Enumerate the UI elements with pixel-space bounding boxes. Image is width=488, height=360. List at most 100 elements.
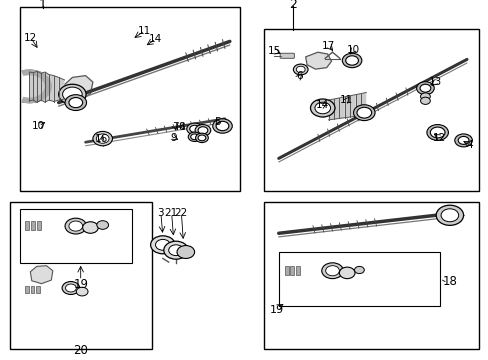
Text: 19: 19	[73, 278, 88, 291]
Circle shape	[353, 105, 374, 121]
Bar	[25, 286, 29, 293]
Bar	[31, 221, 35, 230]
Circle shape	[426, 125, 447, 140]
Circle shape	[69, 221, 82, 231]
Wedge shape	[22, 70, 51, 103]
Circle shape	[342, 53, 361, 68]
Circle shape	[188, 132, 201, 141]
Circle shape	[321, 263, 343, 279]
Text: 22: 22	[174, 208, 187, 218]
Text: 14: 14	[148, 34, 162, 44]
Circle shape	[76, 287, 88, 296]
Circle shape	[163, 241, 188, 259]
Bar	[31, 286, 34, 293]
Text: 16: 16	[95, 134, 108, 144]
Circle shape	[150, 236, 175, 254]
Polygon shape	[339, 97, 344, 118]
Bar	[264, 202, 478, 349]
Circle shape	[435, 205, 463, 225]
Circle shape	[186, 123, 202, 135]
Circle shape	[420, 97, 429, 104]
Circle shape	[190, 134, 198, 140]
Text: 11: 11	[137, 26, 151, 36]
Bar	[290, 266, 294, 275]
Text: 14: 14	[315, 100, 329, 110]
Polygon shape	[41, 72, 45, 102]
Circle shape	[97, 221, 108, 229]
Text: 12: 12	[23, 33, 37, 43]
Circle shape	[345, 56, 358, 65]
Text: 12: 12	[431, 132, 445, 143]
Circle shape	[168, 245, 183, 256]
Text: 7: 7	[171, 122, 178, 132]
Circle shape	[195, 125, 210, 136]
Polygon shape	[355, 94, 360, 116]
Bar	[37, 221, 41, 230]
Bar	[284, 266, 288, 275]
Circle shape	[429, 127, 444, 138]
Text: 13: 13	[427, 77, 441, 87]
Circle shape	[62, 87, 82, 102]
Circle shape	[419, 84, 430, 92]
Text: 21: 21	[164, 208, 178, 218]
Circle shape	[212, 119, 232, 133]
Polygon shape	[62, 76, 93, 100]
Circle shape	[354, 266, 364, 274]
Circle shape	[325, 266, 339, 276]
Bar	[20, 7, 239, 191]
Bar	[264, 29, 478, 191]
Bar	[20, 209, 132, 263]
Circle shape	[177, 246, 194, 258]
Circle shape	[454, 134, 471, 147]
Polygon shape	[328, 99, 333, 120]
Circle shape	[198, 127, 207, 134]
Circle shape	[93, 131, 112, 146]
Circle shape	[189, 125, 199, 132]
Text: 18: 18	[442, 275, 456, 288]
Polygon shape	[33, 71, 37, 102]
Polygon shape	[349, 95, 355, 117]
Bar	[25, 221, 29, 230]
Circle shape	[440, 209, 458, 222]
Bar	[296, 266, 300, 275]
Text: 1: 1	[39, 0, 47, 11]
Polygon shape	[30, 266, 53, 284]
Circle shape	[310, 99, 334, 117]
Bar	[36, 286, 40, 293]
Text: 17: 17	[321, 41, 335, 51]
Circle shape	[356, 107, 371, 118]
Circle shape	[293, 64, 307, 75]
Circle shape	[62, 282, 80, 294]
Text: 11: 11	[339, 95, 352, 105]
Circle shape	[65, 284, 76, 292]
Polygon shape	[49, 75, 54, 102]
Text: 20: 20	[73, 345, 88, 357]
Text: 10: 10	[346, 45, 359, 55]
Circle shape	[216, 121, 228, 131]
Polygon shape	[59, 77, 64, 100]
Text: 10: 10	[32, 121, 44, 131]
Text: 4: 4	[465, 140, 472, 150]
Circle shape	[416, 82, 433, 95]
FancyBboxPatch shape	[280, 53, 294, 58]
Text: 19: 19	[270, 305, 284, 315]
Circle shape	[82, 222, 98, 233]
Polygon shape	[37, 71, 41, 102]
Polygon shape	[305, 52, 331, 69]
Polygon shape	[344, 96, 349, 118]
Bar	[278, 252, 439, 306]
Circle shape	[195, 133, 208, 143]
Text: 15: 15	[267, 46, 281, 57]
Circle shape	[96, 134, 109, 143]
Circle shape	[65, 95, 86, 111]
Circle shape	[420, 93, 429, 100]
Text: 5: 5	[214, 117, 221, 127]
Polygon shape	[45, 72, 49, 102]
Circle shape	[155, 239, 170, 250]
Circle shape	[314, 102, 330, 114]
Circle shape	[198, 135, 205, 141]
Circle shape	[339, 267, 354, 279]
Circle shape	[457, 136, 468, 144]
Text: 6: 6	[295, 71, 302, 81]
Text: 2: 2	[289, 0, 297, 11]
